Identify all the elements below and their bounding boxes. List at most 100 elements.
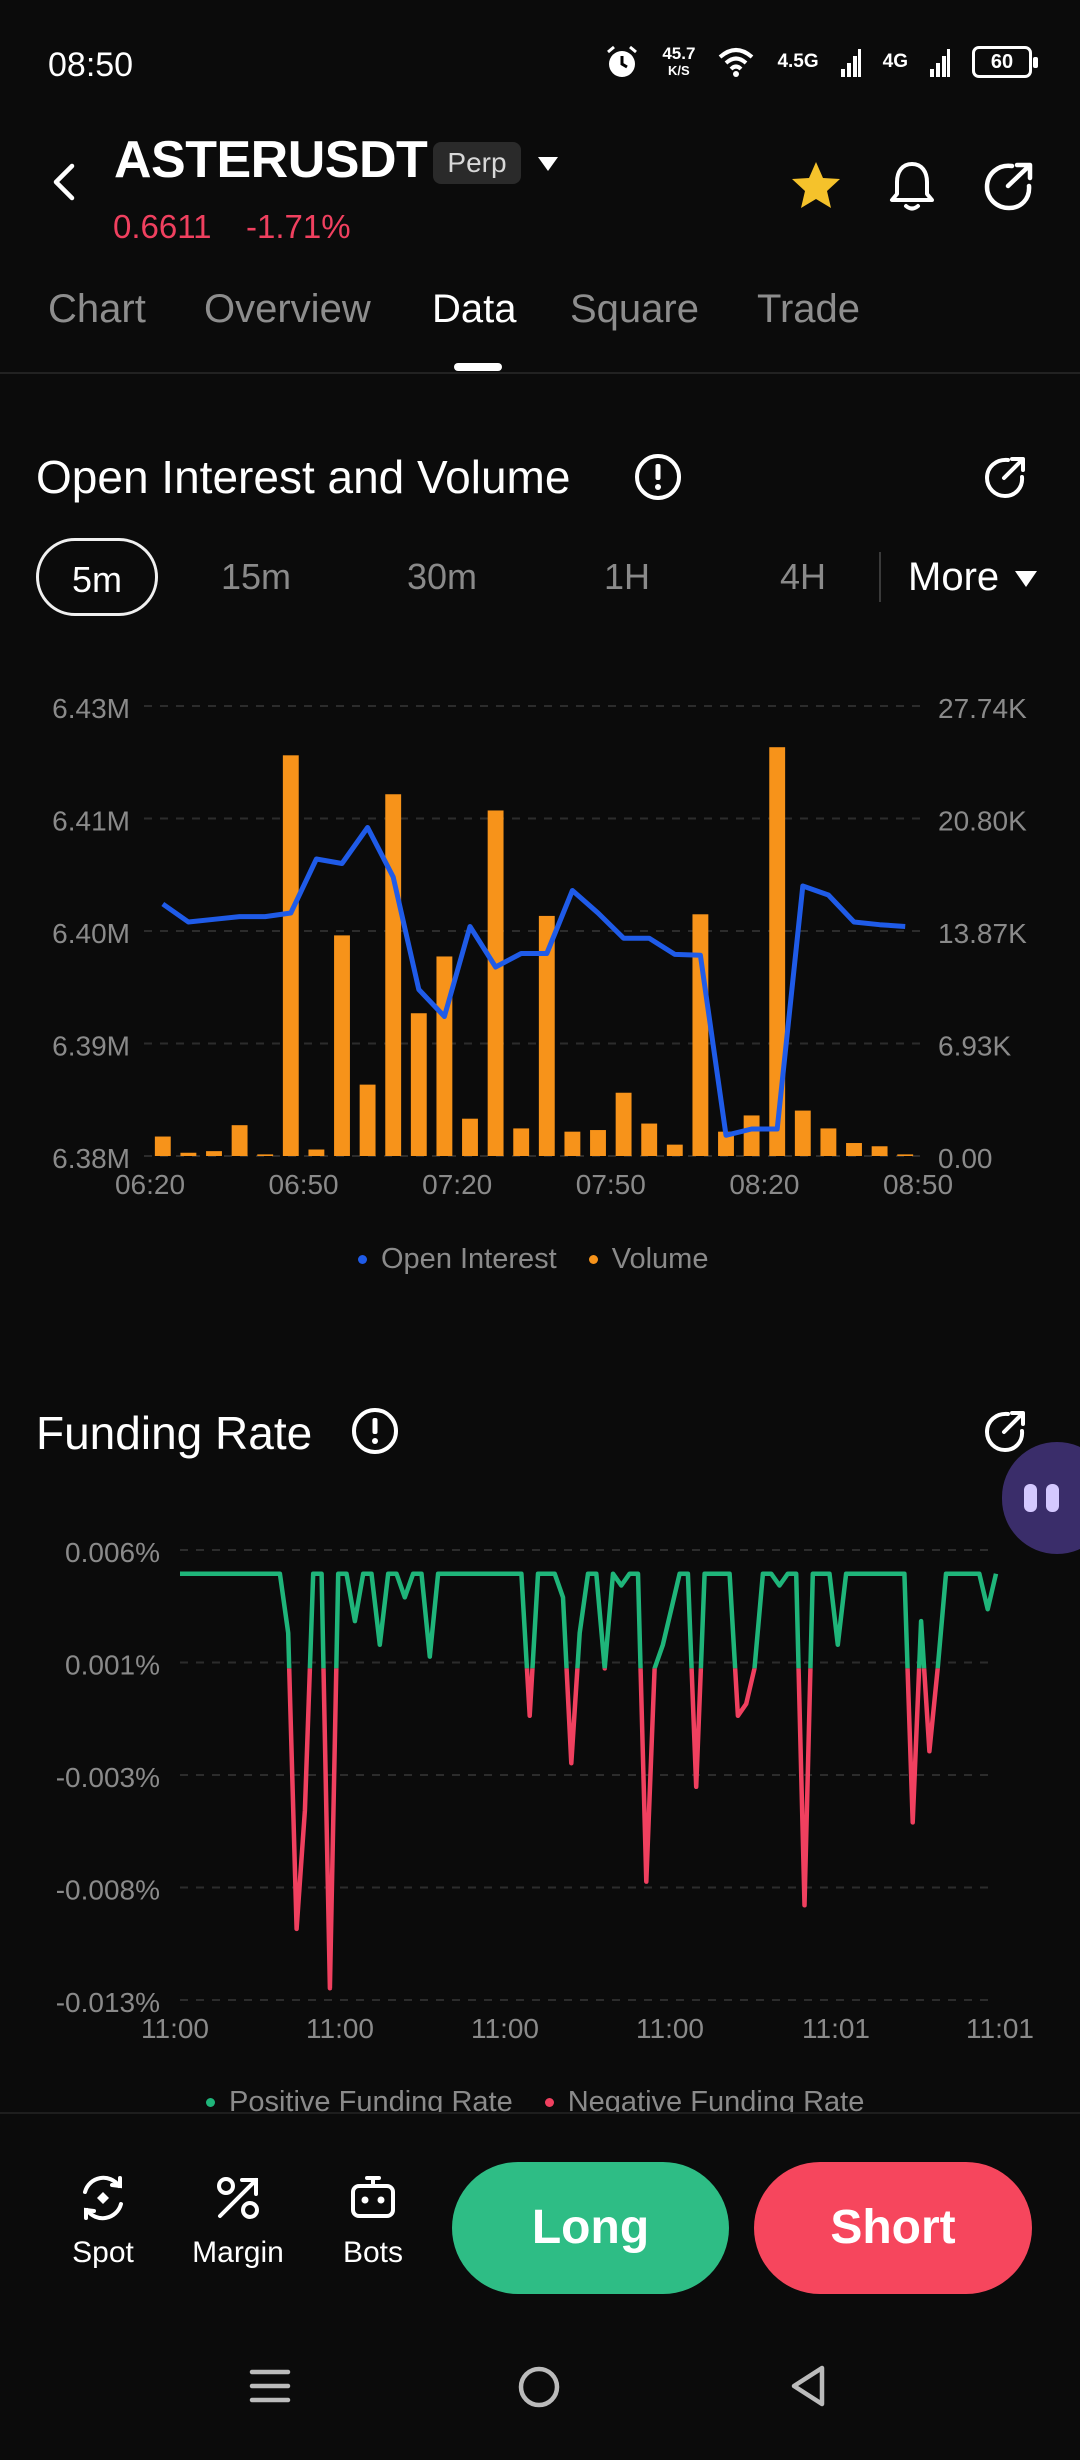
volume-bar	[154, 1136, 171, 1156]
star-icon[interactable]	[786, 156, 846, 216]
volume-bar	[359, 1084, 376, 1156]
funding-rate-title: Funding Rate	[36, 1407, 313, 1459]
y-tick-label: 0.001%	[65, 1650, 160, 1681]
volume-bar	[206, 1151, 222, 1156]
y-right-tick-label: 27.74K	[938, 693, 1027, 724]
alarm-icon	[607, 45, 638, 77]
spot-button[interactable]: Spot	[48, 2170, 158, 2270]
oi-legend-dot	[358, 1255, 367, 1264]
tab-trade[interactable]: Trade	[757, 287, 861, 331]
interval-5m[interactable]: 5m	[36, 538, 158, 616]
y-left-tick-label: 6.43M	[52, 693, 130, 724]
perp-badge[interactable]: Perp	[433, 142, 521, 184]
signal-icon	[840, 49, 861, 77]
back-nav-icon[interactable]	[786, 2362, 830, 2410]
x-tick-label: 11:01	[966, 2013, 1034, 2044]
net-speed: 45.7 K/S	[662, 45, 695, 79]
legend-negative[interactable]: Negative Funding Rate	[567, 2086, 865, 2112]
info-icon[interactable]	[350, 1406, 400, 1456]
home-icon[interactable]	[516, 2364, 562, 2410]
volume-bar	[257, 1154, 274, 1156]
x-tick-label: 07:50	[576, 1169, 646, 1200]
last-price: 0.6611	[113, 208, 212, 245]
expand-icon[interactable]	[980, 452, 1030, 502]
floating-assistant-bubble[interactable]	[1002, 1442, 1080, 1554]
tab-data[interactable]: Data	[432, 287, 517, 331]
x-tick-label: 06:20	[115, 1169, 185, 1200]
legend-positive[interactable]: Positive Funding Rate	[229, 2086, 513, 2112]
more-intervals-button[interactable]: More	[908, 538, 1038, 616]
x-tick-label: 11:00	[471, 2013, 539, 2044]
y-right-tick-label: 6.93K	[938, 1031, 1011, 1062]
volume-bar	[641, 1123, 658, 1156]
tab-chart[interactable]: Chart	[48, 287, 146, 331]
bell-icon[interactable]	[882, 156, 942, 216]
volume-bar	[718, 1131, 734, 1156]
legend-volume[interactable]: Volume	[611, 1243, 709, 1275]
volume-bar	[692, 914, 709, 1156]
positive-funding-line	[180, 1571, 999, 1669]
funding-rate-chart[interactable]: 0.006%0.001%-0.003%-0.008%-0.013%11:00 11…	[0, 1520, 1080, 2060]
y-tick-label: -0.013%	[56, 1987, 160, 2018]
signal-icon	[930, 49, 950, 77]
status-time: 08:50	[48, 46, 134, 84]
more-label: More	[908, 555, 1000, 599]
spot-label: Spot	[72, 2236, 134, 2269]
chevron-down-icon	[1015, 571, 1038, 588]
back-icon[interactable]	[40, 158, 88, 206]
margin-button[interactable]: Margin	[183, 2170, 293, 2270]
tab-square[interactable]: Square	[570, 287, 699, 331]
chevron-down-icon[interactable]	[537, 156, 559, 172]
tab-overview[interactable]: Overview	[204, 287, 371, 331]
net-speed-unit: K/S	[668, 63, 690, 78]
expand-icon[interactable]	[980, 1406, 1030, 1456]
y-tick-label: -0.008%	[56, 1875, 160, 1906]
long-button[interactable]: Long	[452, 2162, 729, 2294]
legend-open-interest[interactable]: Open Interest	[381, 1243, 557, 1275]
volume-bar	[769, 747, 786, 1156]
volume-bar	[487, 810, 504, 1156]
info-icon[interactable]	[633, 452, 683, 502]
y-tick-label: -0.003%	[56, 1762, 160, 1793]
volume-bar	[538, 915, 555, 1156]
interval-1h[interactable]: 1H	[603, 556, 651, 597]
menu-icon[interactable]	[248, 2364, 292, 2408]
volume-bar	[410, 1013, 427, 1156]
bots-label: Bots	[342, 2236, 404, 2269]
volume-bar	[820, 1128, 837, 1156]
negative-funding-line	[286, 1668, 940, 1991]
volume-bar	[590, 1130, 606, 1156]
spot-icon	[83, 2175, 123, 2221]
volume-bar	[513, 1128, 530, 1156]
y-left-tick-label: 6.40M	[52, 918, 130, 949]
wifi-icon	[719, 48, 754, 77]
volume-bar	[871, 1146, 888, 1156]
y-right-tick-label: 20.80K	[938, 806, 1027, 837]
bots-button[interactable]: Bots	[318, 2170, 428, 2270]
interval-15m[interactable]: 15m	[220, 556, 292, 597]
price-change: -1.71%	[246, 208, 351, 245]
volume-bar	[897, 1154, 914, 1156]
y-left-tick-label: 6.38M	[52, 1143, 130, 1174]
volume-bar	[334, 935, 350, 1156]
volume-bar	[180, 1152, 197, 1156]
tab-divider	[0, 372, 1080, 374]
share-icon[interactable]	[978, 156, 1038, 216]
open-interest-chart[interactable]: 6.43M 27.74K 6.41M 20.80K 6.40M 13.87K 6.39M 6.…	[0, 670, 1080, 1230]
x-tick-label: 11:00	[141, 2013, 209, 2044]
short-button[interactable]: Short	[754, 2162, 1032, 2294]
bubble-eye	[1024, 1484, 1037, 1512]
volume-bar	[462, 1118, 478, 1156]
symbol-title[interactable]: ASTERUSDT	[114, 131, 428, 189]
interval-4h[interactable]: 4H	[779, 556, 827, 597]
y-right-tick-label: 13.87K	[938, 918, 1027, 949]
volume-bar	[564, 1131, 581, 1156]
y-tick-label: 0.006%	[65, 1537, 160, 1568]
volume-legend-dot	[588, 1255, 598, 1264]
interval-30m[interactable]: 30m	[406, 556, 478, 597]
margin-label: Margin	[192, 2236, 284, 2269]
volume-bar	[231, 1125, 248, 1156]
x-tick-label: 08:50	[883, 1169, 953, 1200]
open-interest-title: Open Interest and Volume	[36, 451, 571, 503]
system-nav-bar	[0, 2330, 1080, 2460]
